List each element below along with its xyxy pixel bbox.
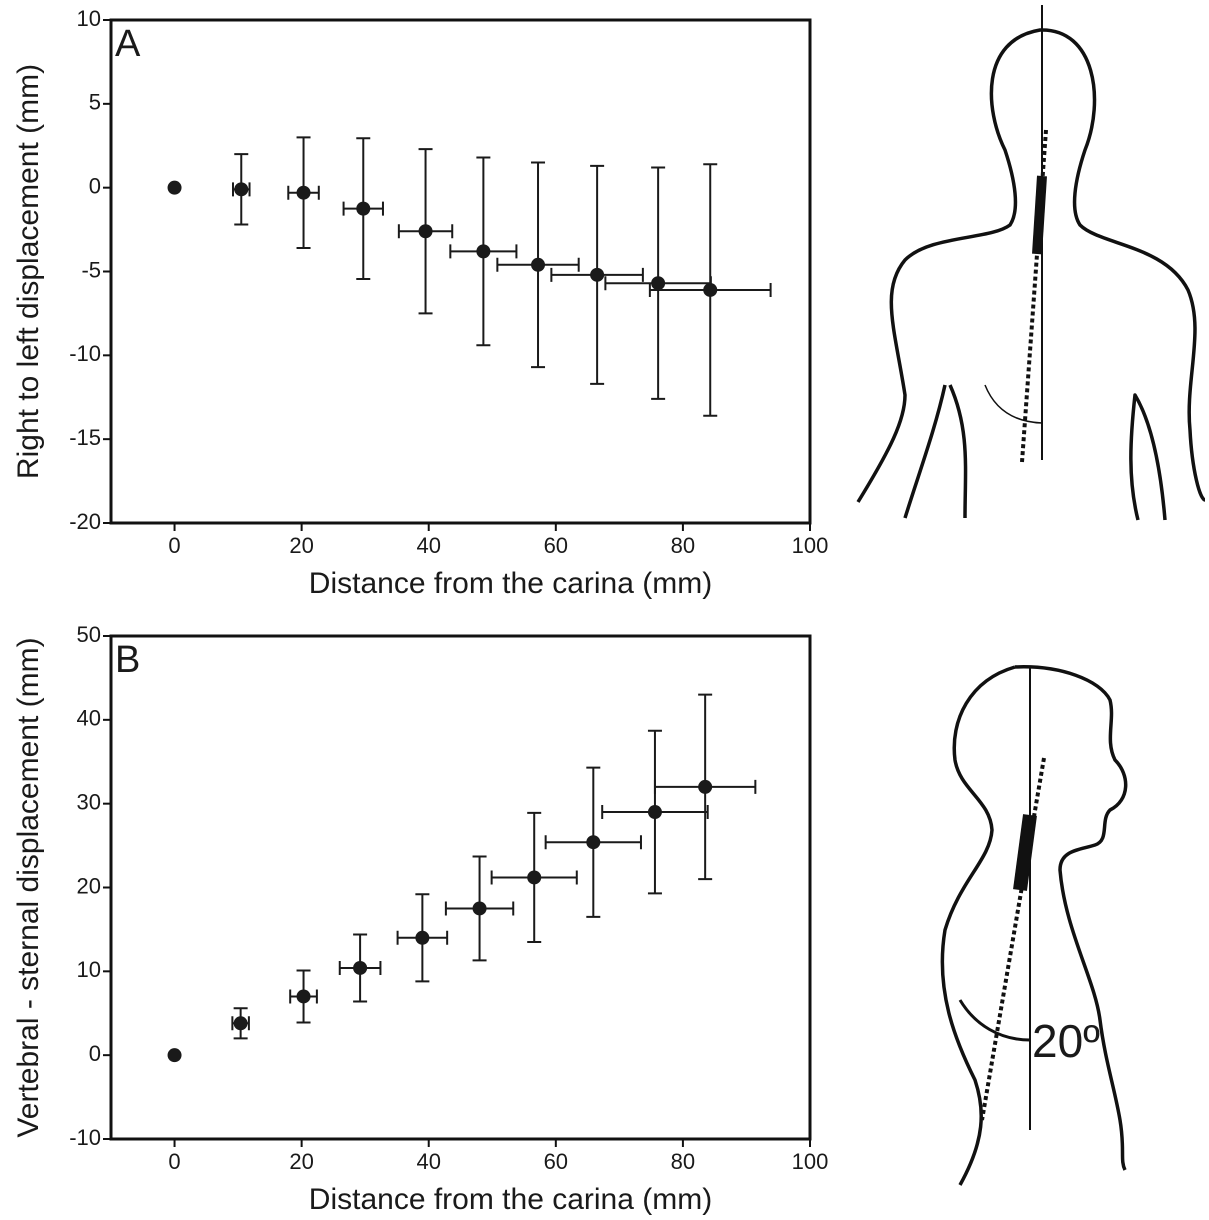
- chart-panel: B 0 20 40 60 80 100 -10 0 10 20 30 40 50 Distance from…: [12, 622, 828, 1216]
- data-point: [647, 805, 662, 820]
- y-tick-label: -15: [69, 425, 101, 450]
- y-tick-label: 0: [89, 1041, 101, 1066]
- data-point: [703, 282, 718, 297]
- data-point: [586, 835, 601, 850]
- y-tick-label: 40: [77, 706, 101, 731]
- data-point: [698, 779, 713, 794]
- x-tick-label: 60: [544, 533, 568, 558]
- x-tick-label: 0: [168, 533, 180, 558]
- data-point: [472, 901, 487, 916]
- data-point: [167, 1048, 182, 1063]
- data-point: [353, 960, 368, 975]
- x-axis-label: Distance from the carina (mm): [309, 1183, 712, 1216]
- data-point: [356, 201, 371, 216]
- data-point: [531, 257, 546, 272]
- plot-frame: [109, 18, 812, 525]
- angle-label: 20º: [1032, 1015, 1100, 1067]
- y-tick-label: 0: [89, 173, 101, 198]
- y-tick-label: 50: [77, 622, 101, 647]
- y-tick-label: -10: [69, 341, 101, 366]
- x-tick-label: 80: [671, 533, 695, 558]
- data-point: [296, 185, 311, 200]
- x-tick-label: 100: [792, 1149, 829, 1174]
- x-tick-label: 0: [168, 1149, 180, 1174]
- y-tick-label: 30: [77, 789, 101, 814]
- data-point: [415, 930, 430, 945]
- data-point: [590, 267, 605, 282]
- x-tick-label: 40: [416, 533, 440, 558]
- data-point: [418, 224, 433, 239]
- data-point: [296, 989, 311, 1004]
- y-tick-label: 10: [77, 6, 101, 31]
- x-tick-label: 100: [792, 533, 829, 558]
- x-tick-label: 60: [544, 1149, 568, 1174]
- panel-label: A: [115, 23, 141, 65]
- x-tick-label: 80: [671, 1149, 695, 1174]
- data-point: [476, 244, 491, 259]
- data-point: [167, 180, 182, 195]
- y-tick-label: -10: [69, 1125, 101, 1150]
- y-tick-label: -5: [81, 257, 101, 282]
- panel-label: B: [115, 639, 140, 681]
- y-tick-label: 20: [77, 873, 101, 898]
- data-point: [651, 276, 666, 291]
- data-point: [234, 182, 249, 197]
- data-point: [527, 870, 542, 885]
- y-tick-label: 10: [77, 957, 101, 982]
- x-tick-label: 40: [416, 1149, 440, 1174]
- x-tick-label: 20: [289, 1149, 313, 1174]
- y-axis-label: Right to left displacement (mm): [12, 64, 45, 479]
- x-tick-label: 20: [289, 533, 313, 558]
- y-tick-label: 5: [89, 90, 101, 115]
- data-point: [233, 1016, 248, 1031]
- x-axis-label: Distance from the carina (mm): [309, 567, 712, 600]
- y-axis-label: Vertebral - sternal displacement (mm): [12, 637, 45, 1137]
- y-tick-label: -20: [69, 509, 101, 534]
- chart-panel: A 0 20 40 60 80 100 -20 -15 -10 -5 0 5 10 Distance fro…: [12, 6, 828, 600]
- front-diagram: [856, 5, 1206, 521]
- side-diagram: 20º: [940, 665, 1128, 1186]
